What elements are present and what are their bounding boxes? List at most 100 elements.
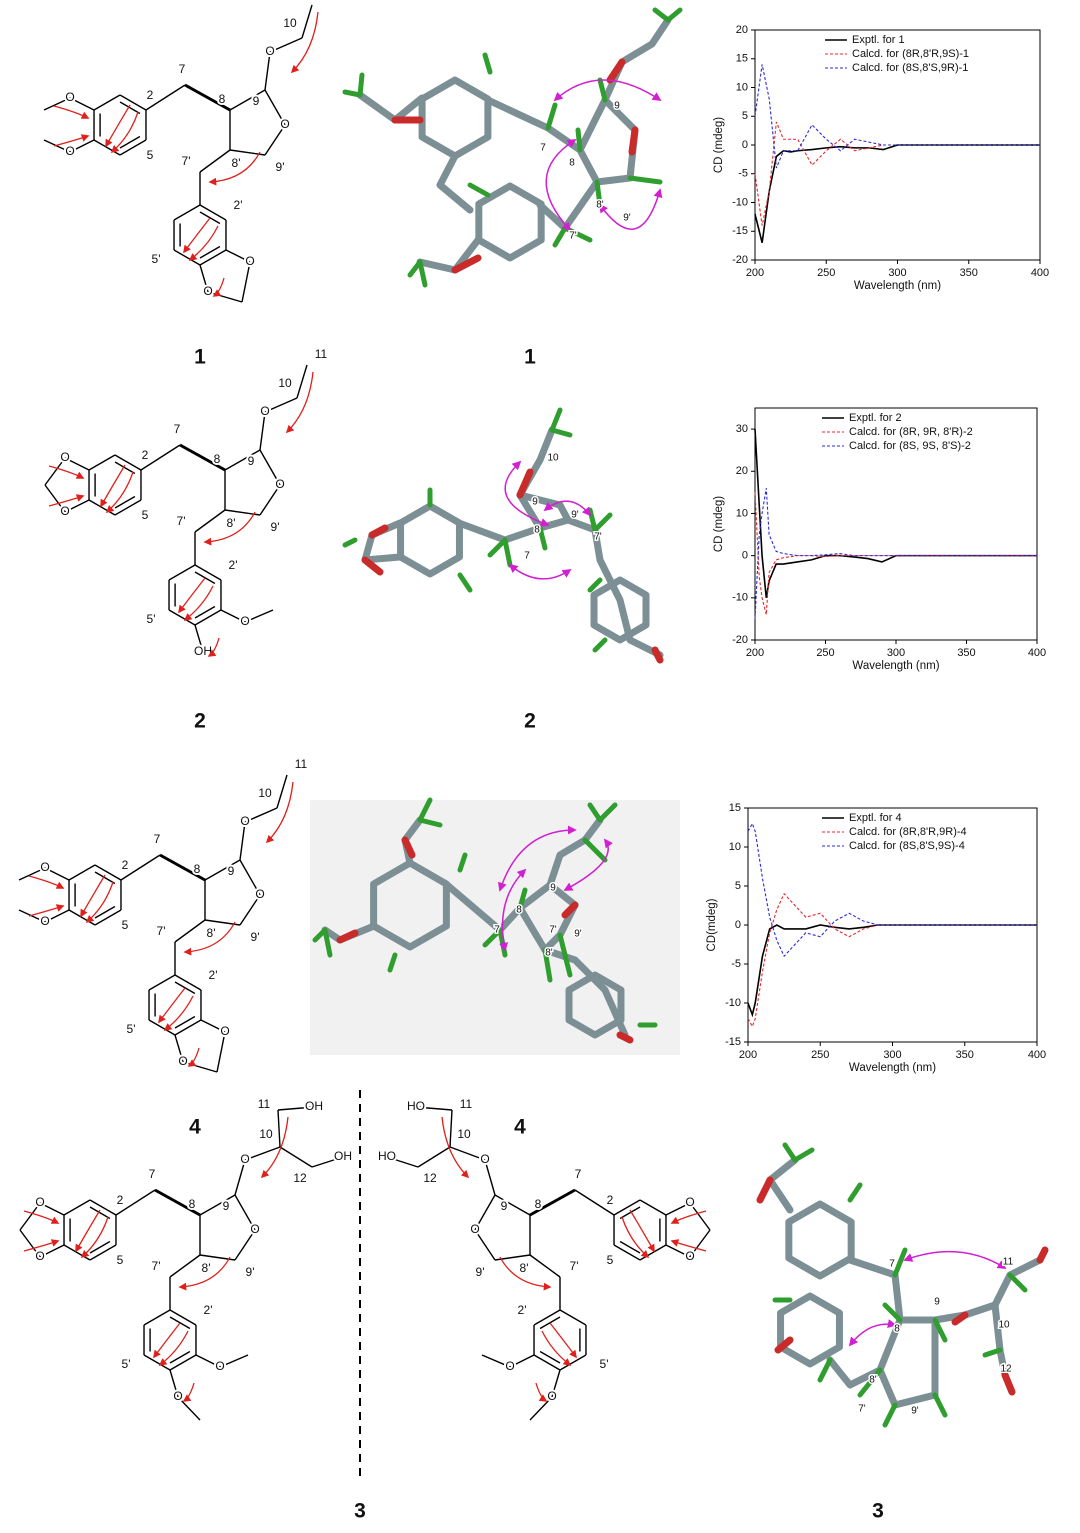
bond	[665, 1202, 691, 1216]
bond	[148, 974, 176, 991]
atom-label: 7	[174, 422, 181, 436]
model-label: 9	[532, 497, 538, 508]
atom-label: 11	[320, 0, 333, 1]
compound-number: 4	[189, 1116, 201, 1139]
hmbc-arrow	[23, 1210, 60, 1224]
atom-label: 9	[501, 1199, 508, 1213]
atom-label: 2	[607, 1193, 614, 1207]
stick	[892, 1247, 908, 1278]
legend-label: Calcd. for (8S,8'S,9S)-4	[849, 840, 965, 852]
stick	[361, 556, 384, 576]
model-label: 9	[934, 1297, 940, 1308]
stick	[817, 1357, 833, 1383]
hmbc-arrow	[203, 511, 256, 546]
bond	[89, 1240, 111, 1254]
atom-label: O	[255, 887, 264, 901]
atom-label: O	[685, 1249, 694, 1263]
atom-label: 9	[223, 1199, 230, 1213]
bond	[174, 981, 196, 995]
atom-label: 2'	[204, 1303, 213, 1317]
atom-label: 7	[149, 1167, 156, 1181]
stick	[542, 947, 553, 983]
x-tick-label: 350	[956, 1049, 974, 1061]
hmbc-arrow	[53, 134, 90, 147]
atom-label: 5	[147, 148, 154, 162]
stick	[561, 901, 579, 919]
atom-label: 7'	[570, 1259, 579, 1273]
hmbc-arrow	[28, 875, 65, 889]
stick	[1007, 1272, 1028, 1293]
stick	[336, 929, 359, 944]
stick	[628, 126, 639, 156]
atom-label: 10	[258, 786, 272, 800]
hmbc-arrow	[23, 1239, 60, 1252]
hmbc-arrow	[158, 1330, 189, 1366]
atom-label: 2'	[518, 1303, 527, 1317]
stick	[1036, 1246, 1049, 1264]
atom-label: 5	[122, 918, 129, 932]
bond	[44, 484, 66, 513]
stick	[857, 1367, 883, 1398]
atom-label: O	[265, 44, 274, 58]
stick	[847, 1182, 863, 1203]
atom-label: 7'	[182, 154, 191, 168]
bond	[174, 974, 202, 991]
x-tick-label: 200	[739, 1049, 757, 1061]
atom-label: 10	[283, 16, 297, 30]
noe-arrow	[545, 139, 577, 232]
stick	[587, 802, 603, 823]
stick	[1001, 1371, 1016, 1396]
bond	[509, 1354, 535, 1368]
bond	[94, 864, 122, 881]
atom-label: O	[173, 1389, 182, 1403]
bond	[494, 1194, 531, 1216]
bond	[154, 1188, 201, 1217]
bond	[199, 204, 227, 221]
bond	[259, 449, 281, 486]
model-label: 7'	[569, 231, 577, 242]
model-label: 8	[534, 525, 540, 536]
stick	[592, 637, 608, 653]
x-tick-label: 400	[1028, 1049, 1046, 1061]
atom-label: 7	[575, 1167, 582, 1181]
bond	[529, 1254, 561, 1278]
atom-label: 8	[535, 1197, 542, 1211]
bond	[194, 571, 216, 585]
bond	[689, 1202, 711, 1231]
x-tick-label: 250	[811, 1049, 829, 1061]
atom-label: HO	[378, 1149, 396, 1163]
stick	[652, 7, 671, 23]
bond	[64, 457, 90, 471]
bond	[69, 97, 95, 111]
compound-number: 2	[524, 710, 536, 733]
stick	[665, 7, 683, 23]
cd-line	[754, 429, 1037, 598]
y-tick-label: 20	[736, 24, 748, 36]
compound-number: 1	[524, 346, 536, 369]
y-tick-label: 15	[736, 53, 748, 65]
hmbc-arrow	[48, 494, 85, 507]
atom-label: O	[480, 1152, 489, 1166]
atom-label: 2	[147, 88, 154, 102]
bond	[234, 1229, 256, 1261]
y-tick-label: -10	[732, 592, 748, 604]
stick	[766, 1156, 799, 1214]
atom-label: 7'	[177, 514, 186, 528]
bond	[533, 1309, 561, 1326]
atom-label: O	[203, 284, 212, 298]
stick	[545, 102, 558, 131]
stick	[487, 537, 508, 558]
cd-line	[754, 121, 1040, 226]
bond	[533, 1354, 561, 1371]
stick	[882, 1302, 903, 1323]
atom-label: 9	[253, 94, 260, 108]
bond	[539, 1316, 561, 1330]
hmbc-arrow	[670, 1239, 707, 1252]
y-axis-label: CD(mdeg)	[706, 898, 718, 951]
bond	[259, 484, 281, 516]
atom-label: O	[60, 450, 69, 464]
hmbc-arrow	[188, 225, 219, 261]
stick	[549, 427, 573, 438]
atom-label: 2'	[209, 968, 218, 982]
atom-label: O	[547, 1389, 556, 1403]
